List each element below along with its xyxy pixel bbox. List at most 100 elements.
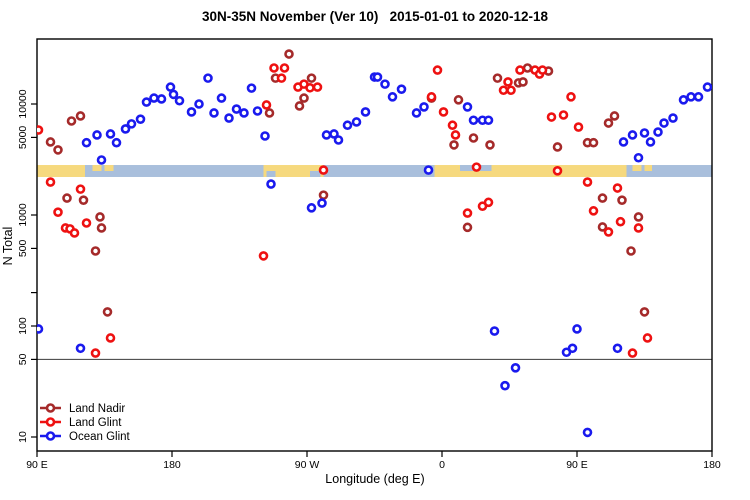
data-point [96,155,107,165]
data-point [62,193,72,203]
data-point [642,333,653,343]
legend-label: Land Glint [69,417,122,429]
data-point [90,348,101,358]
series-ocean-glint [37,72,712,438]
x-tick-label: 0 [439,459,445,471]
data-point [503,77,513,87]
data-point [411,108,422,118]
y-tick-label: 10 [17,431,29,443]
data-point [552,166,563,176]
data-point [582,427,593,438]
data-point [69,228,80,238]
legend-label: Ocean Glint [69,431,131,443]
data-point [498,85,509,96]
series-land-nadir [45,49,650,317]
data-point [567,343,578,354]
data-point [105,333,116,343]
data-point [522,63,533,73]
data-point [141,97,152,107]
data-point [231,104,242,114]
data-point [165,82,176,92]
data-point [252,106,263,116]
data-point [239,108,249,118]
x-axis-title: Longitude (deg E) [325,472,425,486]
data-point [279,63,290,73]
data-point [438,107,449,117]
data-point [318,190,329,200]
data-point [45,137,56,147]
data-point [75,111,86,121]
data-point [81,218,92,228]
data-point [53,145,63,155]
data-point [492,73,503,83]
data-point [135,114,146,124]
data-point [686,92,696,102]
data-point [90,246,101,256]
data-point [102,307,113,317]
data-point [92,130,102,140]
data-point [582,177,593,187]
map-strip-land-segment [263,165,324,177]
data-point [566,92,576,102]
map-strip [37,165,712,177]
data-point [224,113,234,123]
data-point [194,99,204,109]
legend-marker [45,417,56,427]
data-point [597,193,608,203]
data-point [66,116,77,126]
data-point [75,343,86,354]
data-point [306,73,317,83]
data-point [156,94,167,104]
x-tick-label: 90 W [295,459,320,471]
data-point [618,137,629,147]
data-point [111,137,122,148]
map-strip-land-segment [434,165,627,177]
data-point [659,118,669,128]
data-point [612,183,623,193]
map-strip-ocean-segment [626,165,712,177]
data-point [105,129,116,139]
data-point [294,101,305,111]
data-point [317,198,327,208]
data-point [261,100,272,110]
data-point [485,140,495,150]
data-point [468,115,479,126]
data-point [351,117,362,127]
chart-title: 30N-35N November (Ver 10) 2015-01-01 to … [202,9,548,24]
data-point [537,65,548,75]
data-point [186,107,197,117]
data-point [246,83,257,93]
data-point [678,95,689,105]
data-point [216,93,227,103]
data-point [572,324,582,334]
y-axis-title: N Total [1,226,15,266]
y-tick-label: 1000 [17,203,29,227]
data-point [645,137,656,147]
data-point [453,95,464,105]
data-point [333,135,344,145]
data-point [37,324,44,334]
data-point [81,137,92,148]
x-tick-label: 180 [703,459,721,471]
data-point [612,343,623,354]
data-point [387,92,398,102]
data-point [506,85,516,96]
data-point [447,120,458,131]
data-point [597,222,608,232]
data-point [53,207,63,217]
data-point [318,165,329,175]
data-point [693,92,704,102]
data-point [639,307,650,317]
data-point [37,125,44,135]
data-point [510,363,521,373]
data-point [489,326,500,336]
data-point [396,84,407,94]
data-point [468,133,479,143]
data-point [321,130,332,140]
data-point [627,130,638,140]
data-point [449,140,459,150]
data-point [203,73,213,83]
legend-label: Land Nadir [69,403,125,415]
data-point [95,212,105,222]
data-point [633,212,644,222]
